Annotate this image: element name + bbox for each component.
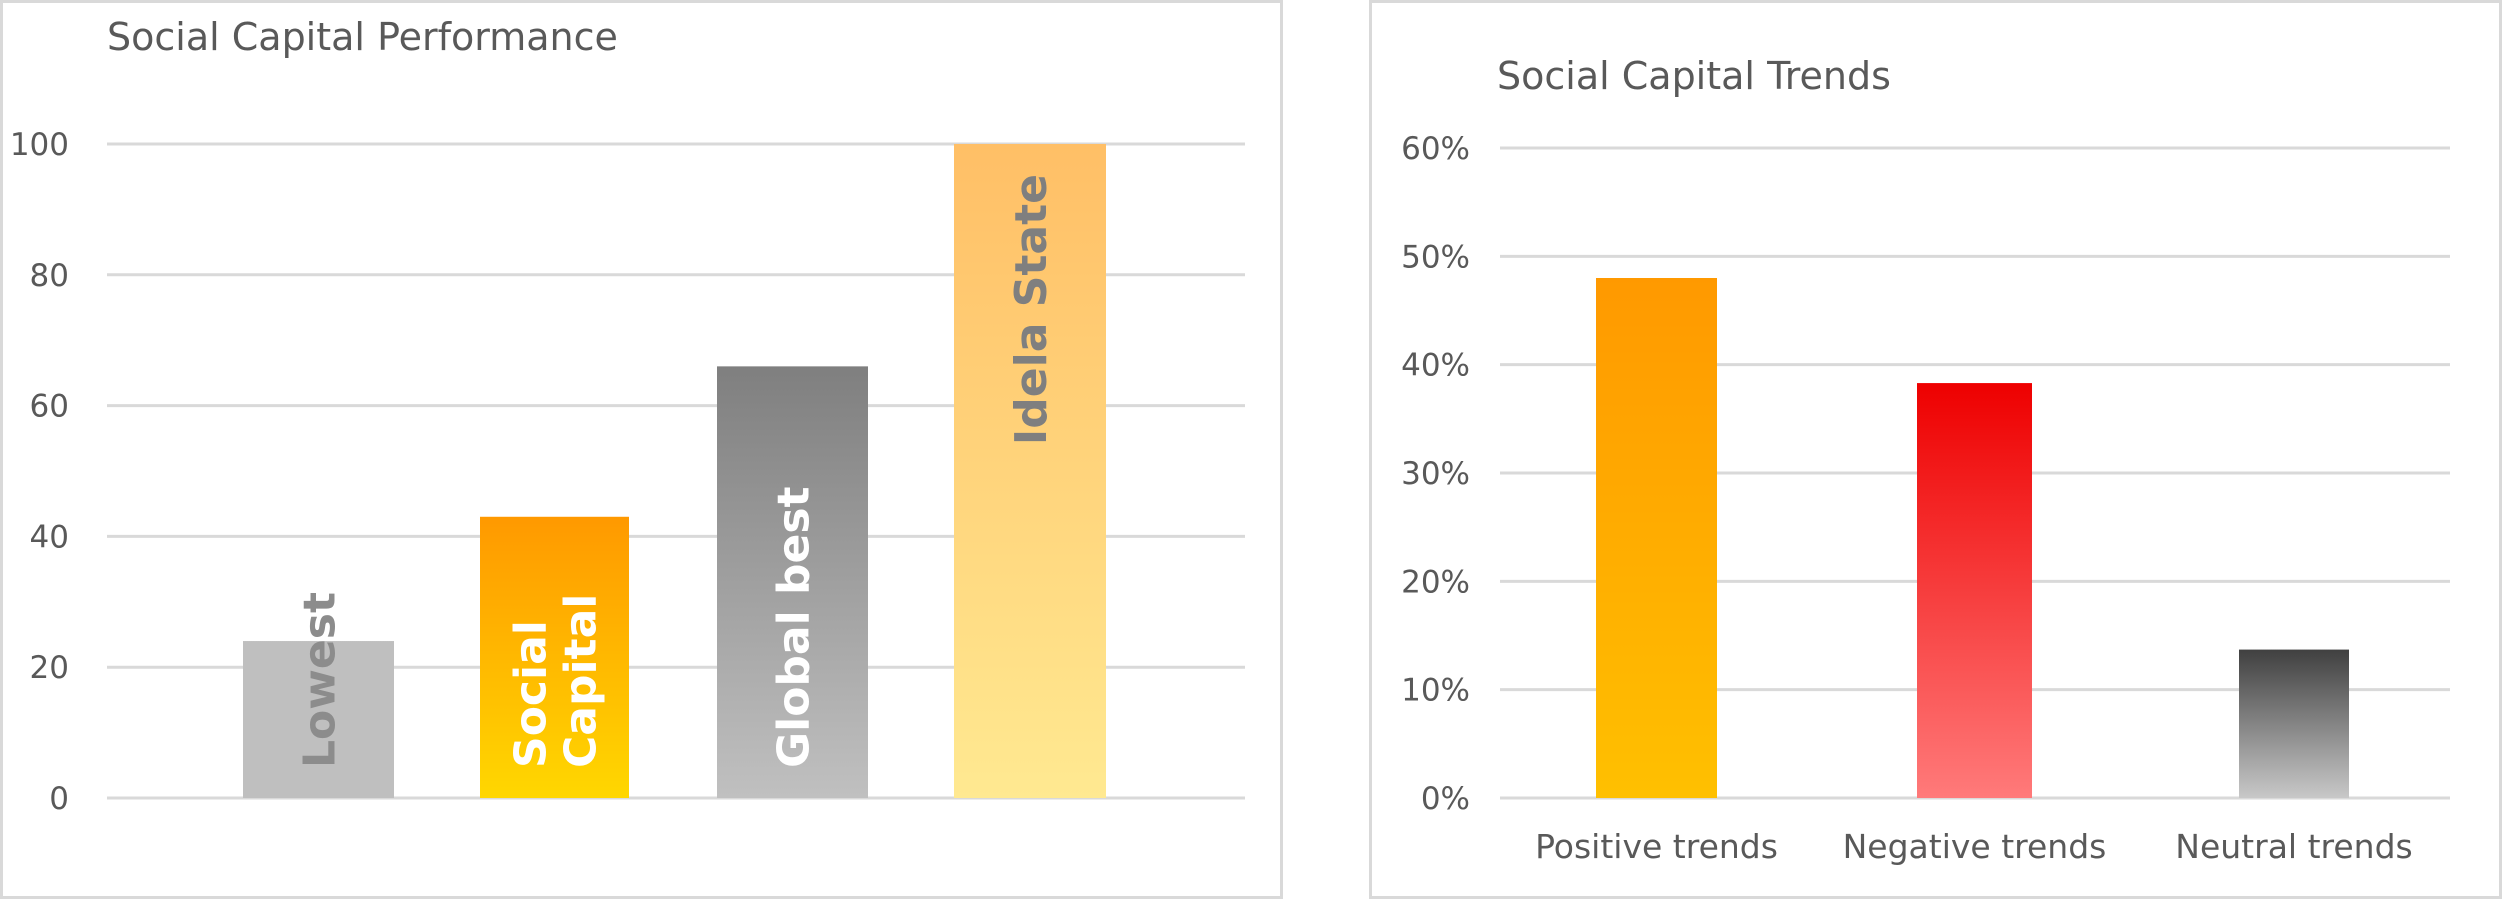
x-category-label: Negative trends — [1843, 827, 2107, 866]
x-category-label: Positive trends — [1535, 827, 1778, 866]
bar-label: Social — [506, 620, 557, 768]
y-tick-label: 60% — [1401, 131, 1470, 167]
bar-global-best — [717, 366, 868, 798]
bar-positive-trends — [1596, 278, 1717, 798]
y-tick-label: 40% — [1401, 348, 1470, 384]
y-tick-label: 0 — [49, 781, 69, 817]
x-category-label: Neutral trends — [2175, 827, 2412, 866]
y-tick-label: 0% — [1421, 781, 1470, 817]
y-tick-label: 40 — [30, 519, 69, 555]
bar-label: Capital — [556, 594, 607, 768]
y-tick-label: 20 — [30, 650, 69, 686]
bar-label: Global best — [769, 486, 820, 768]
y-tick-label: 50% — [1401, 239, 1470, 275]
trends-chart: Social Capital Trends 0% 10% 20% 30% 40% 50% 6… — [1369, 0, 2502, 899]
trends-chart-title: Social Capital Trends — [1497, 54, 1891, 98]
y-tick-label: 60 — [30, 389, 69, 425]
bar-label: Lowest — [295, 592, 346, 768]
bar-negative-trends — [1917, 383, 2032, 798]
y-tick-label: 80 — [30, 258, 69, 294]
bar-social-capital — [480, 516, 629, 798]
bar-label: Idela State — [1006, 174, 1057, 445]
y-tick-label: 20% — [1401, 564, 1470, 600]
performance-chart-title: Social Capital Performance — [107, 15, 618, 59]
bar-lowest — [243, 641, 394, 798]
bar-neutral-trends — [2239, 649, 2349, 798]
y-tick-label: 100 — [10, 127, 69, 163]
y-tick-label: 30% — [1401, 456, 1470, 492]
bar-idela-state — [954, 144, 1106, 798]
y-tick-label: 10% — [1401, 673, 1470, 709]
performance-chart: Social Capital Performance 0 20 40 60 80 100 L… — [0, 0, 1283, 899]
